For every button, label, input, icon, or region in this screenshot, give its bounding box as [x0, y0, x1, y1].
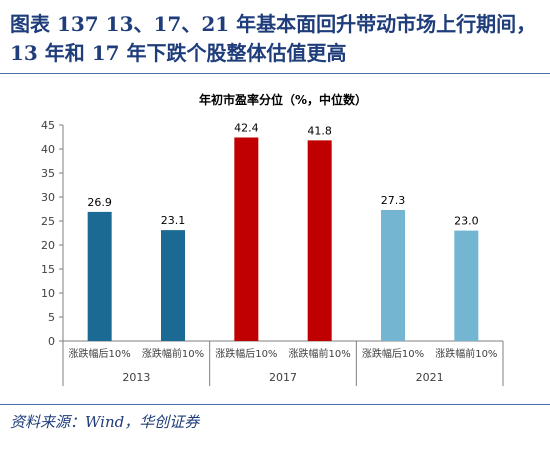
chart-area: 年初市盈率分位（%，中位数） 0 5 10 15 20 25 30 35 40 45 26.9 涨跌幅后… [0, 82, 550, 402]
group-label: 2013 [122, 371, 150, 384]
y-tick-label: 45 [41, 119, 55, 132]
value-label: 42.4 [234, 121, 259, 134]
bar-2013-bottom10 [87, 211, 112, 341]
value-label: 26.9 [87, 196, 112, 209]
bar-2021-top10 [454, 230, 479, 341]
source-divider [0, 404, 550, 405]
bar-2017-top10 [307, 140, 332, 341]
figure-title: 图表 137 13、17、21 年基本面回升带动市场上行期间，13 年和 17 … [10, 12, 537, 65]
bar-2017-bottom10 [234, 137, 259, 341]
value-label: 27.3 [381, 194, 406, 207]
bar-2013-top10 [161, 230, 185, 341]
y-tick-label: 0 [48, 335, 55, 348]
group-label: 2021 [416, 371, 444, 384]
category-label: 涨跌幅后10% [362, 347, 424, 360]
y-tick-label: 40 [41, 143, 55, 156]
y-tick-label: 10 [41, 287, 55, 300]
y-tick-label: 30 [41, 191, 55, 204]
source-note: 资料来源：Wind，华创证券 [10, 413, 200, 431]
value-label: 41.8 [307, 124, 332, 137]
category-label: 涨跌幅后10% [69, 347, 131, 360]
category-label: 涨跌幅后10% [215, 347, 277, 360]
y-tick-label: 20 [41, 239, 55, 252]
group-label: 2017 [269, 371, 297, 384]
y-tick-label: 5 [48, 311, 55, 324]
y-tick-label: 25 [41, 215, 55, 228]
category-label: 涨跌幅前10% [142, 347, 204, 360]
title-divider [0, 73, 550, 74]
value-label: 23.0 [454, 215, 479, 228]
bar-2021-bottom10 [381, 209, 405, 341]
y-tick-label: 35 [41, 167, 55, 180]
y-tick-label: 15 [41, 263, 55, 276]
bar-chart: 年初市盈率分位（%，中位数） 0 5 10 15 20 25 30 35 40 45 26.9 涨跌幅后… [41, 92, 504, 386]
category-label: 涨跌幅前10% [289, 347, 351, 360]
category-label: 涨跌幅前10% [435, 347, 497, 360]
chart-title: 年初市盈率分位（%，中位数） [199, 92, 367, 107]
value-label: 23.1 [161, 214, 186, 227]
